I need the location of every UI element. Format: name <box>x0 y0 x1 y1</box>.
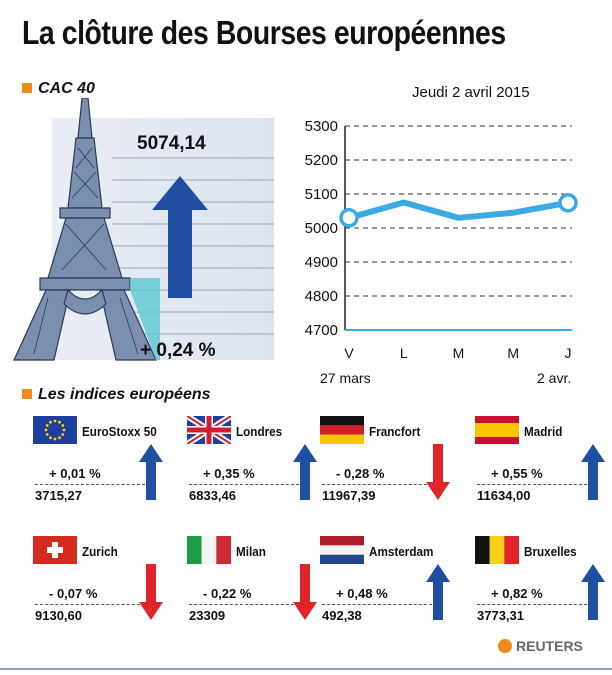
index-change: + 0,55 % <box>491 466 543 481</box>
cac-change: + 0,24 % <box>140 340 216 361</box>
eiffel-tower-icon <box>13 98 160 361</box>
index-value: 6833,46 <box>189 488 236 503</box>
y-tick-label: 4800 <box>305 288 338 305</box>
index-divider <box>477 484 587 485</box>
up-arrow-icon <box>581 444 605 500</box>
index-card: EuroStoxx 50 + 0,01 % 3715,27 <box>33 416 163 536</box>
reuters-logo-icon <box>498 639 512 653</box>
index-divider <box>189 604 299 605</box>
y-tick-labels: 5300 5200 5100 5000 4900 4800 4700 <box>305 118 338 339</box>
ch-flag-icon <box>33 536 77 564</box>
cac-section-text: CAC 40 <box>38 80 95 97</box>
index-name: Londres <box>236 424 283 439</box>
down-arrow-icon <box>293 564 317 620</box>
x-tick-label: M <box>453 345 465 361</box>
index-change: + 0,82 % <box>491 586 543 601</box>
index-change: - 0,07 % <box>49 586 98 601</box>
index-change: + 0,48 % <box>336 586 388 601</box>
y-tick-label: 4900 <box>305 254 338 271</box>
y-tick-label: 5200 <box>305 152 338 169</box>
be-flag-icon <box>475 536 519 564</box>
cac-up-arrow-icon <box>152 176 208 298</box>
de-flag-icon <box>320 416 364 444</box>
down-arrow-icon <box>426 444 450 500</box>
index-name: Amsterdam <box>369 544 434 559</box>
index-value: 9130,60 <box>35 608 82 623</box>
uk-flag-icon <box>187 416 231 444</box>
index-name: EuroStoxx 50 <box>82 424 157 439</box>
it-flag-icon <box>187 536 231 564</box>
index-card: Francfort - 0,28 % 11967,39 <box>320 416 450 536</box>
cac-line-chart: 5300 5200 5100 5000 4900 4800 4700 V L M M J <box>305 118 578 361</box>
cac-section-label: CAC 40 <box>22 80 95 98</box>
indices-section-label: Les indices européens <box>22 386 211 404</box>
series-point <box>558 193 578 213</box>
index-change: - 0,28 % <box>336 466 385 481</box>
index-name: Bruxelles <box>524 544 577 559</box>
index-change: - 0,22 % <box>203 586 252 601</box>
series-line <box>348 199 569 221</box>
index-value: 11634,00 <box>477 488 531 503</box>
series-point <box>339 208 359 228</box>
index-divider <box>35 484 145 485</box>
eu-flag-icon <box>33 416 77 444</box>
index-name: Zurich <box>82 544 118 559</box>
up-arrow-icon <box>293 444 317 500</box>
y-tick-label: 5300 <box>305 118 338 135</box>
y-tick-label: 4700 <box>305 322 338 339</box>
index-name: Francfort <box>369 424 421 439</box>
index-card: Amsterdam + 0,48 % 492,38 <box>320 536 450 656</box>
index-divider <box>189 484 299 485</box>
source-credit: REUTERS <box>498 638 583 654</box>
nl-flag-icon <box>320 536 364 564</box>
date-label: Jeudi 2 avril 2015 <box>412 84 530 101</box>
index-value: 492,38 <box>322 608 362 623</box>
index-divider <box>477 604 587 605</box>
up-arrow-icon <box>581 564 605 620</box>
source-text: REUTERS <box>516 638 583 654</box>
series-endpoints <box>339 193 578 228</box>
bottom-divider <box>0 668 612 670</box>
y-gridlines <box>344 125 572 331</box>
indices-section-text: Les indices européens <box>38 386 211 403</box>
orange-square-icon <box>22 83 32 93</box>
index-value: 11967,39 <box>322 488 376 503</box>
es-flag-icon <box>475 416 519 444</box>
index-value: 3773,31 <box>477 608 524 623</box>
index-card: Madrid + 0,55 % 11634,00 <box>475 416 605 536</box>
x-tick-label: J <box>565 345 572 361</box>
up-arrow-icon <box>426 564 450 620</box>
index-value: 3715,27 <box>35 488 82 503</box>
index-name: Madrid <box>524 424 563 439</box>
x-range-end: 2 avr. <box>537 370 572 386</box>
x-range-start: 27 mars <box>320 370 371 386</box>
y-tick-label: 5100 <box>305 186 338 203</box>
down-arrow-icon <box>139 564 163 620</box>
index-card: Milan - 0,22 % 23309 <box>187 536 317 656</box>
index-divider <box>322 604 432 605</box>
orange-square-icon <box>22 389 32 399</box>
index-name: Milan <box>236 544 266 559</box>
index-value: 23309 <box>189 608 226 623</box>
cac-value: 5074,14 <box>137 133 206 154</box>
index-change: + 0,01 % <box>49 466 101 481</box>
index-change: + 0,35 % <box>203 466 255 481</box>
index-card: Bruxelles + 0,82 % 3773,31 <box>475 536 605 656</box>
up-arrow-icon <box>139 444 163 500</box>
y-tick-label: 5000 <box>305 220 338 237</box>
index-card: Zurich - 0,07 % 9130,60 <box>33 536 163 656</box>
index-divider <box>35 604 145 605</box>
x-tick-label: M <box>507 345 519 361</box>
page-title: La clôture des Bourses européennes <box>22 14 506 51</box>
x-tick-label: V <box>344 345 354 361</box>
index-divider <box>322 484 432 485</box>
index-card: Londres + 0,35 % 6833,46 <box>187 416 317 536</box>
x-tick-label: L <box>400 345 408 361</box>
